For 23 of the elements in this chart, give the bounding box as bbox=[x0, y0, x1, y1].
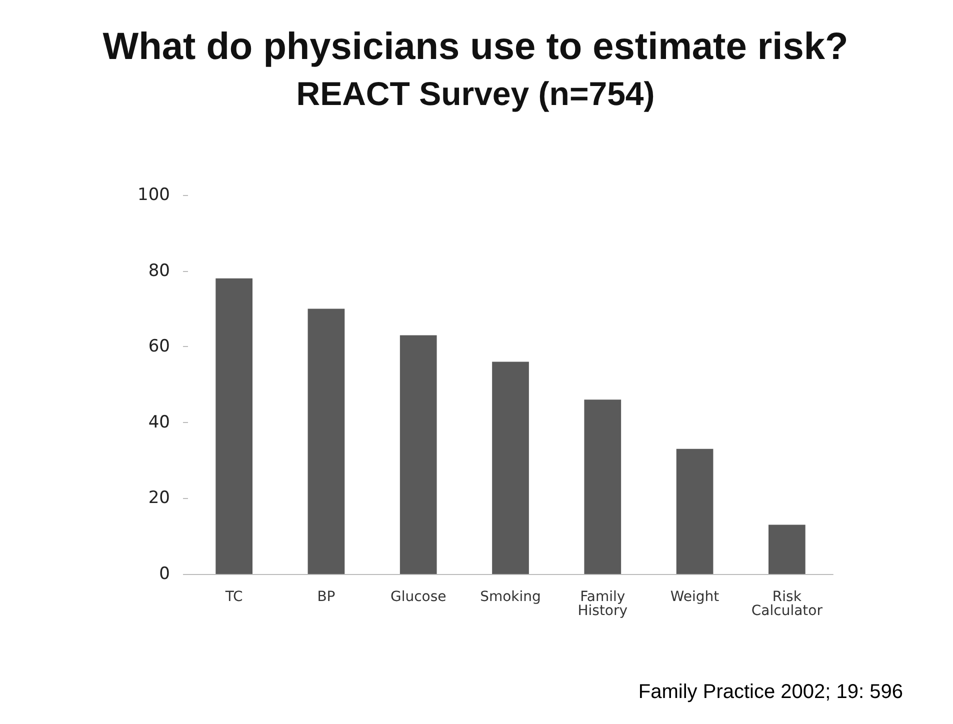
x-tick-label: Smoking bbox=[480, 589, 541, 605]
bar bbox=[216, 278, 252, 574]
x-tick-label: Risk Calculator bbox=[751, 589, 823, 619]
x-tick-label: TC bbox=[224, 589, 244, 605]
x-tick-label: Weight bbox=[670, 589, 720, 605]
x-tick-label: BP bbox=[317, 589, 336, 605]
bar bbox=[492, 362, 529, 574]
text: Family Practice 2002; 19: 596 bbox=[638, 681, 904, 703]
y-tick-label: 80 bbox=[148, 260, 170, 281]
x-tick-label: Family History bbox=[578, 589, 628, 619]
chart-title: What do physicians use to estimate risk? bbox=[102, 26, 848, 68]
y-tick-label: 20 bbox=[148, 488, 170, 508]
bar bbox=[308, 308, 345, 574]
bar bbox=[400, 335, 437, 574]
bar bbox=[676, 448, 714, 574]
x-tick-label: Glucose bbox=[390, 589, 446, 605]
y-tick-label: 60 bbox=[148, 336, 170, 357]
y-tick-label: 0 bbox=[159, 564, 170, 584]
y-tick-label: 40 bbox=[148, 412, 170, 432]
chart-subtitle: REACT Survey (n=754) bbox=[296, 75, 655, 112]
y-tick-label: 100 bbox=[138, 185, 170, 205]
bar bbox=[768, 524, 806, 574]
bar bbox=[584, 400, 622, 574]
